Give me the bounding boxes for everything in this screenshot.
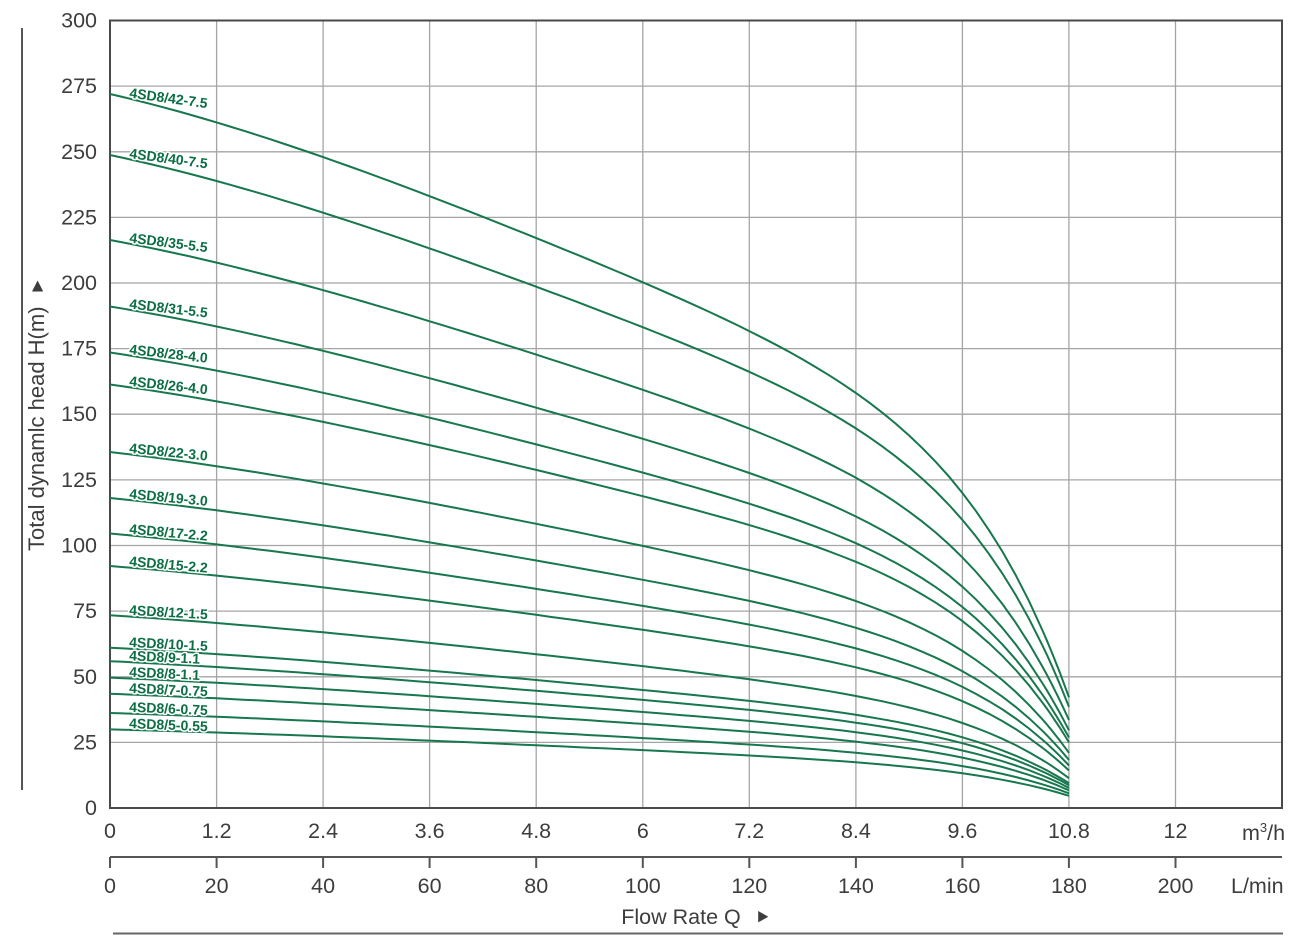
- svg-text:Total dynamlc head H(m): Total dynamlc head H(m): [24, 306, 49, 551]
- svg-text:4SD8/10-1.5: 4SD8/10-1.5: [129, 634, 209, 654]
- svg-text:Flow Rate Q: Flow Rate Q: [621, 905, 740, 929]
- svg-text:8.4: 8.4: [841, 819, 871, 843]
- svg-text:4SD8/7-0.75: 4SD8/7-0.75: [129, 680, 208, 700]
- svg-text:7.2: 7.2: [734, 819, 764, 843]
- svg-text:0: 0: [104, 874, 116, 898]
- svg-text:4SD8/12-1.5: 4SD8/12-1.5: [129, 602, 209, 622]
- svg-text:4SD8/6-0.75: 4SD8/6-0.75: [129, 699, 208, 718]
- svg-text:2.4: 2.4: [308, 819, 338, 843]
- svg-text:200: 200: [1158, 874, 1194, 898]
- svg-text:160: 160: [944, 874, 980, 898]
- svg-text:9.6: 9.6: [947, 819, 977, 843]
- svg-text:100: 100: [625, 874, 661, 898]
- svg-text:12: 12: [1164, 819, 1188, 843]
- svg-text:100: 100: [61, 534, 97, 558]
- svg-text:L/min: L/min: [1231, 874, 1284, 898]
- svg-text:m3/h: m3/h: [1242, 820, 1285, 845]
- svg-text:4.8: 4.8: [521, 819, 551, 843]
- svg-text:0: 0: [104, 819, 116, 843]
- svg-text:80: 80: [524, 874, 548, 898]
- svg-text:60: 60: [418, 874, 442, 898]
- svg-text:250: 250: [61, 140, 97, 164]
- svg-text:25: 25: [73, 730, 97, 754]
- svg-text:150: 150: [61, 402, 97, 426]
- svg-text:175: 175: [61, 337, 97, 361]
- svg-text:40: 40: [311, 874, 335, 898]
- svg-text:120: 120: [731, 874, 767, 898]
- svg-text:4SD8/8-1.1: 4SD8/8-1.1: [129, 664, 201, 683]
- svg-text:10.8: 10.8: [1048, 819, 1090, 843]
- svg-text:4SD8/19-3.0: 4SD8/19-3.0: [129, 485, 209, 508]
- svg-text:6: 6: [637, 819, 649, 843]
- svg-text:275: 275: [61, 74, 97, 98]
- svg-text:225: 225: [61, 205, 97, 229]
- svg-text:4SD8/5-0.55: 4SD8/5-0.55: [129, 715, 208, 734]
- svg-text:4SD8/9-1.1: 4SD8/9-1.1: [129, 647, 201, 666]
- svg-text:140: 140: [838, 874, 874, 898]
- svg-text:20: 20: [205, 874, 229, 898]
- svg-text:125: 125: [61, 468, 97, 492]
- svg-text:180: 180: [1051, 874, 1087, 898]
- svg-text:200: 200: [61, 271, 97, 295]
- svg-text:1.2: 1.2: [202, 819, 232, 843]
- svg-text:300: 300: [61, 9, 97, 33]
- svg-text:3.6: 3.6: [415, 819, 445, 843]
- svg-text:50: 50: [73, 665, 97, 689]
- svg-text:0: 0: [85, 796, 97, 820]
- svg-text:75: 75: [73, 599, 97, 623]
